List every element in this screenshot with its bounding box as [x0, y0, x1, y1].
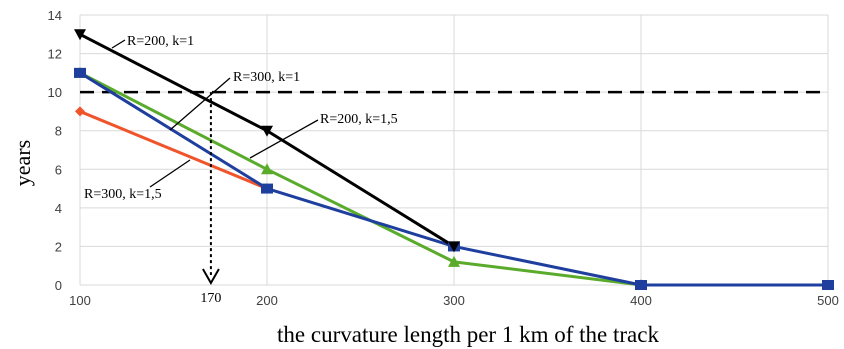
data-point [74, 67, 86, 78]
x-tick-label: 100 [69, 293, 91, 308]
series-label: R=200, k=1 [127, 34, 194, 49]
y-tick-label: 8 [55, 124, 62, 139]
y-tick-label: 2 [55, 239, 62, 254]
series-line [79, 110, 268, 190]
data-point [74, 29, 86, 41]
series-label: R=300, k=1,5 [84, 187, 162, 202]
y-tick-label: 4 [55, 201, 62, 216]
callout-leader [169, 77, 231, 131]
series-label: R=200, k=1,5 [320, 112, 398, 127]
y-axis-label: years [10, 140, 35, 186]
y-tick-label: 10 [48, 85, 62, 100]
data-point [261, 125, 273, 137]
x-tick-label: 300 [443, 293, 465, 308]
series-layer [74, 29, 834, 290]
callout-leader [249, 119, 319, 159]
callouts: R=200, k=1 R=300, k=1 R=200, k=1,5 R=300, k… [84, 34, 398, 202]
marker-arrowhead [202, 268, 220, 286]
data-point [448, 241, 460, 253]
x-tick-label: 500 [817, 293, 839, 308]
y-tick-label: 6 [55, 162, 62, 177]
x-marker: 170 [200, 92, 221, 306]
data-point [448, 255, 460, 267]
data-point [822, 280, 834, 290]
data-point [75, 106, 85, 117]
y-tick-label: 0 [55, 278, 62, 293]
data-point [261, 163, 273, 175]
series-line [79, 71, 642, 287]
marker-label: 170 [200, 291, 221, 306]
y-tick-label: 12 [48, 47, 62, 62]
series-label: R=300, k=1 [233, 70, 300, 85]
callout-leader [111, 39, 126, 49]
x-tick-label: 400 [630, 293, 652, 308]
y-tick-label: 14 [48, 8, 62, 23]
data-point [635, 280, 647, 290]
callout-leader [149, 159, 191, 188]
x-tick-label: 200 [256, 293, 278, 308]
x-axis-label: the curvature length per 1 km of the tra… [277, 322, 659, 347]
tick-labels: 100 200 300 400 500 0 2 4 6 8 10 12 14 [48, 8, 839, 308]
data-point [261, 183, 273, 194]
